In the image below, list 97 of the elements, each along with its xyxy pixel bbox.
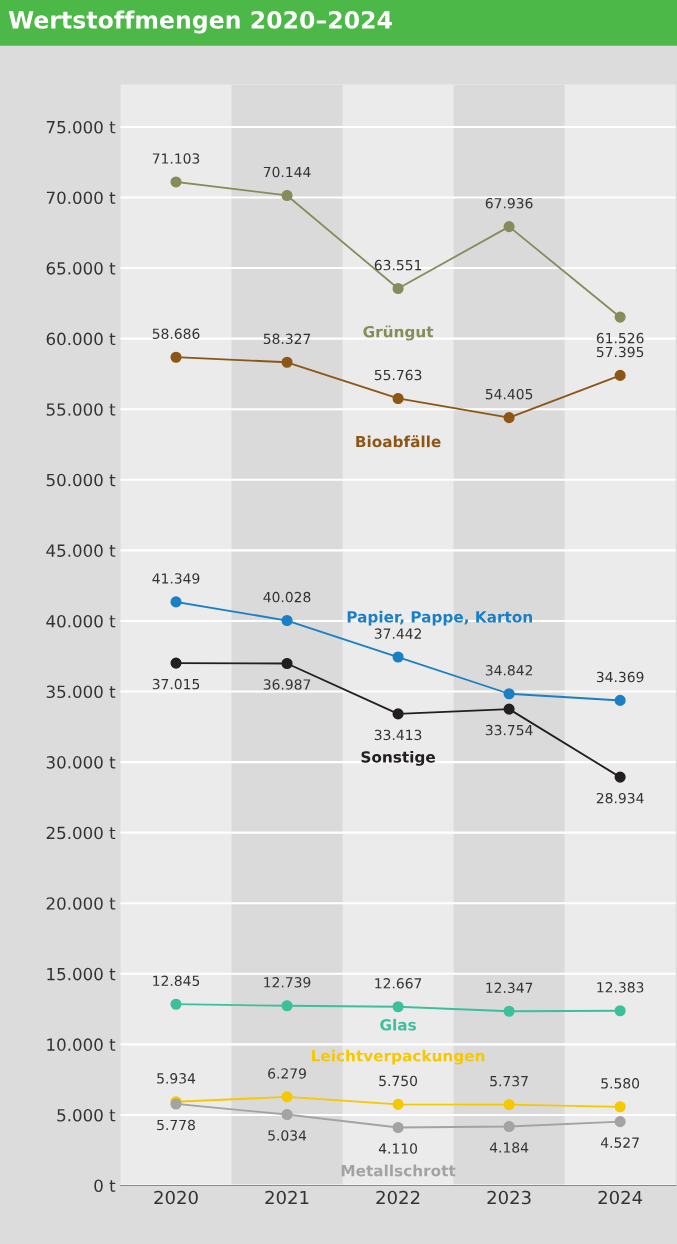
series-label: Glas bbox=[380, 1018, 416, 1031]
point bbox=[503, 412, 515, 424]
point bbox=[614, 1116, 626, 1128]
series-label: Papier, Pappe, Karton bbox=[347, 610, 532, 626]
data-label: 5.034 bbox=[268, 1130, 307, 1141]
y-tick-label: 25.000 t bbox=[46, 826, 116, 840]
x-tick-label: 2022 bbox=[376, 1190, 420, 1205]
point bbox=[503, 1120, 515, 1133]
data-label: 61.526 bbox=[596, 332, 644, 344]
point bbox=[392, 282, 404, 295]
x-tick-label: 2023 bbox=[487, 1190, 531, 1205]
data-label: 63.551 bbox=[374, 259, 422, 271]
point bbox=[392, 1001, 404, 1013]
data-label: 4.110 bbox=[378, 1143, 418, 1154]
data-label: 33.754 bbox=[485, 724, 533, 736]
text: Metallschrott bbox=[341, 1164, 456, 1177]
data-label: 4.184 bbox=[489, 1142, 529, 1153]
x-tick-label: 2021 bbox=[265, 1190, 309, 1205]
point bbox=[392, 392, 404, 405]
data-label: 5.737 bbox=[490, 1075, 528, 1087]
data-label: 41.349 bbox=[152, 573, 200, 584]
data-label: 36.987 bbox=[263, 679, 311, 690]
x-tick-label: 2020 bbox=[154, 1190, 198, 1205]
point bbox=[281, 1108, 293, 1121]
point bbox=[170, 596, 182, 608]
point bbox=[281, 189, 293, 202]
data-label: 58.327 bbox=[263, 333, 311, 345]
point bbox=[281, 356, 293, 368]
data-label: 12.347 bbox=[486, 982, 533, 994]
y-tick-label: 60.000 t bbox=[46, 332, 116, 346]
y-tick-label: 55.000 t bbox=[46, 403, 116, 416]
y-tick-label: 35.000 t bbox=[46, 685, 116, 699]
y-tick-label: 15.000 t bbox=[47, 967, 116, 981]
data-label: 12.667 bbox=[375, 978, 422, 989]
data-label: 5.934 bbox=[157, 1073, 196, 1084]
point bbox=[614, 771, 626, 783]
y-tick-label: 10.000 t bbox=[47, 1038, 116, 1051]
chart-title: Wertstoffmengen 2020–2024 bbox=[8, 10, 392, 34]
text: Sonstige bbox=[361, 750, 435, 766]
data-label: 6.279 bbox=[268, 1068, 306, 1079]
y-tick-label: 50.000 t bbox=[46, 473, 116, 487]
point bbox=[170, 998, 182, 1010]
point bbox=[614, 311, 626, 323]
data-label: 12.383 bbox=[597, 982, 644, 993]
series-label: Bioabfälle bbox=[356, 435, 441, 448]
y-tick-label: 5.000 t bbox=[57, 1108, 116, 1122]
data-label: 55.763 bbox=[374, 369, 422, 381]
y-tick-label: 40.000 t bbox=[46, 614, 116, 628]
y-tick-label: 65.000 t bbox=[46, 262, 116, 275]
y-tick-label: 30.000 t bbox=[46, 756, 116, 769]
point bbox=[503, 1005, 515, 1017]
data-label: 58.686 bbox=[152, 328, 200, 340]
point bbox=[281, 657, 293, 670]
point bbox=[503, 703, 515, 715]
data-label: 71.103 bbox=[152, 153, 200, 164]
data-label: 5.778 bbox=[157, 1119, 195, 1131]
point bbox=[281, 1000, 293, 1012]
x-tick-label: 2024 bbox=[598, 1190, 643, 1205]
data-label: 5.580 bbox=[601, 1078, 640, 1089]
point bbox=[170, 657, 182, 669]
point bbox=[503, 1099, 515, 1111]
y-tick-label: 20.000 t bbox=[46, 897, 116, 910]
point bbox=[170, 176, 182, 188]
data-label: 37.015 bbox=[152, 678, 200, 690]
data-label: 33.413 bbox=[374, 729, 422, 741]
point bbox=[614, 694, 626, 706]
point bbox=[614, 369, 626, 381]
y-tick-label: 75.000 t bbox=[46, 120, 116, 134]
data-label: 37.442 bbox=[374, 628, 421, 639]
point bbox=[392, 1121, 404, 1134]
point bbox=[392, 651, 404, 663]
data-label: 12.845 bbox=[153, 975, 200, 987]
y-tick-label: 45.000 t bbox=[46, 544, 116, 557]
data-label: 28.934 bbox=[596, 792, 644, 804]
point bbox=[503, 688, 515, 700]
point bbox=[503, 221, 515, 233]
point bbox=[614, 1101, 626, 1113]
text: Grüngut bbox=[363, 325, 434, 341]
data-label: 54.405 bbox=[485, 388, 533, 400]
point bbox=[392, 1098, 404, 1110]
point bbox=[392, 708, 404, 720]
data-label: 70.144 bbox=[263, 166, 311, 178]
point bbox=[614, 1005, 626, 1017]
data-label: 34.842 bbox=[485, 665, 533, 676]
point bbox=[170, 351, 182, 363]
data-label: 4.527 bbox=[600, 1137, 639, 1148]
data-label: 67.936 bbox=[485, 197, 533, 209]
data-label: 12.739 bbox=[264, 977, 311, 988]
text: Leichtverpackungen bbox=[312, 1049, 485, 1065]
data-label: 5.750 bbox=[379, 1075, 418, 1087]
y-tick-label: 70.000 t bbox=[46, 191, 116, 205]
data-label: 57.395 bbox=[596, 346, 644, 358]
data-label: 40.028 bbox=[263, 591, 311, 603]
y-tick-label: 0 t bbox=[94, 1179, 116, 1193]
point bbox=[281, 614, 293, 627]
data-label: 34.369 bbox=[596, 671, 644, 683]
point bbox=[281, 1091, 293, 1103]
